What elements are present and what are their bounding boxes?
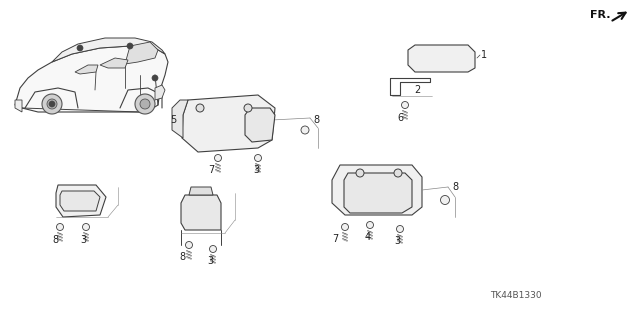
Circle shape	[394, 169, 402, 177]
Text: 3: 3	[80, 235, 86, 245]
Text: 8: 8	[452, 182, 458, 192]
Circle shape	[397, 226, 403, 233]
Circle shape	[214, 154, 221, 161]
Text: 7: 7	[208, 165, 214, 175]
Circle shape	[49, 101, 55, 107]
Circle shape	[135, 94, 155, 114]
Circle shape	[186, 241, 193, 249]
Circle shape	[301, 126, 309, 134]
Circle shape	[140, 99, 150, 109]
Circle shape	[83, 224, 90, 231]
Text: 3: 3	[253, 165, 259, 175]
Text: 4: 4	[365, 232, 371, 242]
Polygon shape	[408, 45, 475, 72]
Polygon shape	[155, 85, 165, 100]
Text: 1: 1	[481, 50, 487, 60]
Text: TK44B1330: TK44B1330	[490, 292, 541, 300]
Polygon shape	[181, 195, 221, 230]
Circle shape	[244, 104, 252, 112]
Polygon shape	[75, 65, 98, 74]
Polygon shape	[182, 95, 275, 152]
Circle shape	[209, 246, 216, 253]
Text: 6: 6	[397, 113, 403, 123]
Text: 7: 7	[332, 234, 339, 244]
Circle shape	[56, 224, 63, 231]
Polygon shape	[332, 165, 422, 215]
Text: 8: 8	[313, 115, 319, 125]
Polygon shape	[52, 38, 165, 62]
Polygon shape	[189, 187, 213, 195]
Circle shape	[255, 154, 262, 161]
Polygon shape	[100, 58, 128, 68]
Text: 3: 3	[394, 236, 400, 246]
Polygon shape	[125, 42, 158, 64]
Text: 8: 8	[179, 252, 185, 262]
Text: 8: 8	[52, 235, 58, 245]
Circle shape	[47, 99, 57, 109]
Circle shape	[152, 75, 158, 81]
Circle shape	[356, 169, 364, 177]
Text: 5: 5	[170, 115, 176, 125]
Text: FR.: FR.	[590, 10, 611, 20]
Circle shape	[77, 45, 83, 51]
Polygon shape	[15, 46, 168, 112]
Polygon shape	[15, 100, 22, 112]
Polygon shape	[56, 185, 106, 217]
Circle shape	[196, 104, 204, 112]
Circle shape	[401, 101, 408, 108]
Polygon shape	[344, 173, 412, 213]
Text: 2: 2	[414, 85, 420, 95]
Circle shape	[127, 43, 133, 49]
Circle shape	[42, 94, 62, 114]
Text: 3: 3	[207, 256, 213, 266]
Circle shape	[367, 221, 374, 228]
Polygon shape	[172, 100, 188, 138]
Circle shape	[342, 224, 349, 231]
Polygon shape	[60, 191, 100, 211]
Polygon shape	[245, 108, 275, 142]
Circle shape	[440, 196, 449, 204]
